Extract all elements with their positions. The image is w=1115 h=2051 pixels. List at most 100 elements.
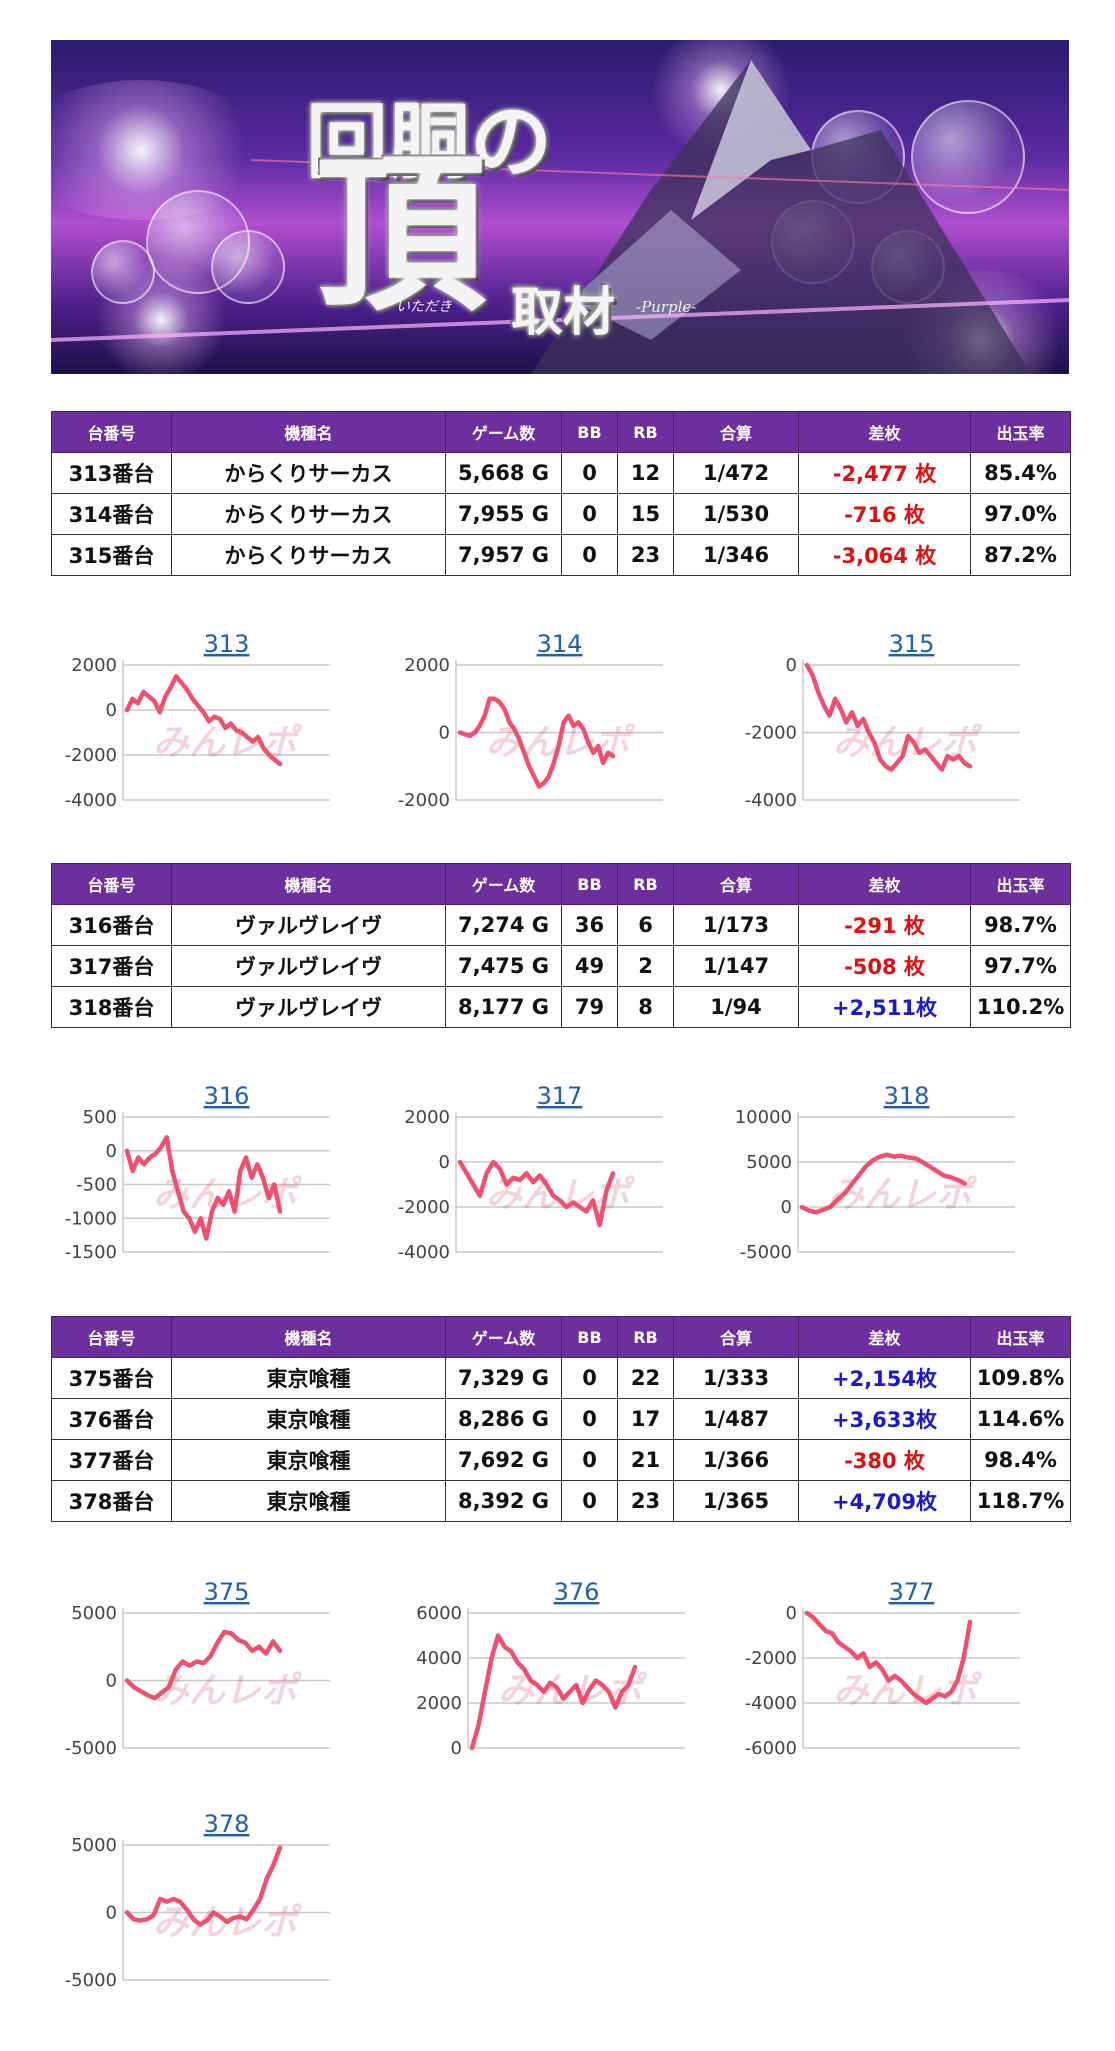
y-tick-label: 5000 [71, 1603, 117, 1624]
cell-model-name: ヴァルヴレイヴ [171, 945, 446, 987]
cell-difference: +2,511枚 [798, 986, 971, 1028]
y-tick-label: -1000 [65, 1208, 117, 1229]
cell-game-count: 7,957 G [445, 534, 562, 576]
cell-bb: 0 [561, 1357, 618, 1399]
logo-title-main: 頂 [316, 135, 487, 335]
cell-game-count: 7,692 G [445, 1439, 562, 1481]
cell-combined: 1/147 [673, 945, 799, 987]
series-line [124, 674, 283, 767]
cell-machine-number: 378番台 [51, 1480, 172, 1522]
machine-data-table: 台番号 機種名 ゲーム数 BB RB 合算 差枚 出玉率 375番台 東京喰種 … [51, 1316, 1071, 1522]
cell-bb: 0 [561, 534, 618, 576]
cell-combined: 1/366 [673, 1439, 799, 1481]
header-rb: RB [617, 411, 674, 453]
chart-title: 317 [537, 1082, 583, 1110]
cell-machine-number: 318番台 [51, 986, 172, 1028]
chart-title: 318 [884, 1082, 930, 1110]
series-line [457, 1159, 616, 1228]
y-tick-label: -5000 [740, 1242, 792, 1263]
cell-payout-rate: 85.4% [970, 452, 1071, 494]
y-tick-label: -4000 [398, 1242, 450, 1263]
table-row: 314番台 からくりサーカス 7,955 G 0 15 1/530 -716 枚… [51, 493, 1071, 535]
bubble-decoration [91, 240, 155, 304]
y-tick-label: -6000 [745, 1738, 797, 1759]
machine-data-table: 台番号 機種名 ゲーム数 BB RB 合算 差枚 出玉率 313番台 からくりサ… [51, 411, 1071, 576]
y-tick-label: -4000 [745, 1693, 797, 1714]
cell-combined: 1/365 [673, 1480, 799, 1522]
cell-game-count: 7,274 G [445, 904, 562, 946]
cell-machine-number: 315番台 [51, 534, 172, 576]
table-header-row: 台番号 機種名 ゲーム数 BB RB 合算 差枚 出玉率 [51, 1316, 1071, 1358]
cell-model-name: 東京喰種 [171, 1480, 446, 1522]
chart-title: 376 [554, 1578, 600, 1606]
header-bb: BB [561, 1316, 618, 1358]
bubble-decoration [211, 230, 285, 304]
y-tick-label: -4000 [745, 790, 797, 811]
cell-rb: 2 [617, 945, 674, 987]
cell-payout-rate: 118.7% [970, 1480, 1071, 1522]
cell-difference: -2,477 枚 [798, 452, 971, 494]
cell-bb: 0 [561, 1480, 618, 1522]
cell-difference: +3,633枚 [798, 1398, 971, 1440]
table-row: 318番台 ヴァルヴレイヴ 8,177 G 79 8 1/94 +2,511枚 … [51, 986, 1071, 1028]
header-banner: 回胴の 頂 いただき 取材 -Purple- [51, 40, 1069, 374]
y-tick-label: -1500 [65, 1242, 117, 1263]
table-row: 375番台 東京喰種 7,329 G 0 22 1/333 +2,154枚 10… [51, 1357, 1071, 1399]
y-tick-label: 5000 [746, 1152, 792, 1173]
header-machine-number: 台番号 [51, 1316, 172, 1358]
y-tick-label: 2000 [71, 655, 117, 676]
header-payout-rate: 出玉率 [970, 863, 1071, 905]
table-row: 376番台 東京喰種 8,286 G 0 17 1/487 +3,633枚 11… [51, 1398, 1071, 1440]
y-tick-label: 5000 [71, 1835, 117, 1856]
logo-title-line1: 回胴の [306, 94, 553, 190]
cell-payout-rate: 97.0% [970, 493, 1071, 535]
cell-game-count: 8,392 G [445, 1480, 562, 1522]
cell-bb: 0 [561, 1439, 618, 1481]
header-game-count: ゲーム数 [445, 411, 562, 453]
light-glow [51, 80, 271, 220]
cell-machine-number: 316番台 [51, 904, 172, 946]
chart-title: 377 [889, 1578, 935, 1606]
cell-model-name: からくりサーカス [171, 534, 446, 576]
y-tick-label: 2000 [404, 655, 450, 676]
header-payout-rate: 出玉率 [970, 1316, 1071, 1358]
header-combined: 合算 [673, 411, 799, 453]
header-difference: 差枚 [798, 863, 971, 905]
cell-combined: 1/333 [673, 1357, 799, 1399]
y-tick-label: -4000 [65, 790, 117, 811]
table-row: 315番台 からくりサーカス 7,957 G 0 23 1/346 -3,064… [51, 534, 1071, 576]
cell-payout-rate: 109.8% [970, 1357, 1071, 1399]
bubble-decoration [911, 100, 1025, 214]
mountain-illustration [51, 60, 1069, 374]
cell-rb: 21 [617, 1439, 674, 1481]
y-tick-label: -5000 [65, 1970, 117, 1991]
series-line [804, 1610, 973, 1706]
y-tick-label: -2000 [745, 1648, 797, 1669]
series-line [804, 662, 973, 772]
cell-rb: 22 [617, 1357, 674, 1399]
series-line [469, 1633, 638, 1751]
header-game-count: ゲーム数 [445, 1316, 562, 1358]
cell-game-count: 8,177 G [445, 986, 562, 1028]
y-tick-label: 0 [439, 1152, 450, 1173]
y-tick-label: 0 [786, 655, 797, 676]
cell-rb: 17 [617, 1398, 674, 1440]
header-combined: 合算 [673, 863, 799, 905]
cell-difference: -508 枚 [798, 945, 971, 987]
y-tick-label: 0 [781, 1197, 792, 1218]
header-model-name: 機種名 [171, 863, 446, 905]
y-tick-label: 500 [83, 1107, 117, 1128]
header-machine-number: 台番号 [51, 411, 172, 453]
header-bb: BB [561, 863, 618, 905]
header-machine-number: 台番号 [51, 863, 172, 905]
cell-model-name: ヴァルヴレイヴ [171, 986, 446, 1028]
header-difference: 差枚 [798, 1316, 971, 1358]
chart-title: 378 [204, 1810, 250, 1838]
table-header-row: 台番号 機種名 ゲーム数 BB RB 合算 差枚 出玉率 [51, 411, 1071, 453]
